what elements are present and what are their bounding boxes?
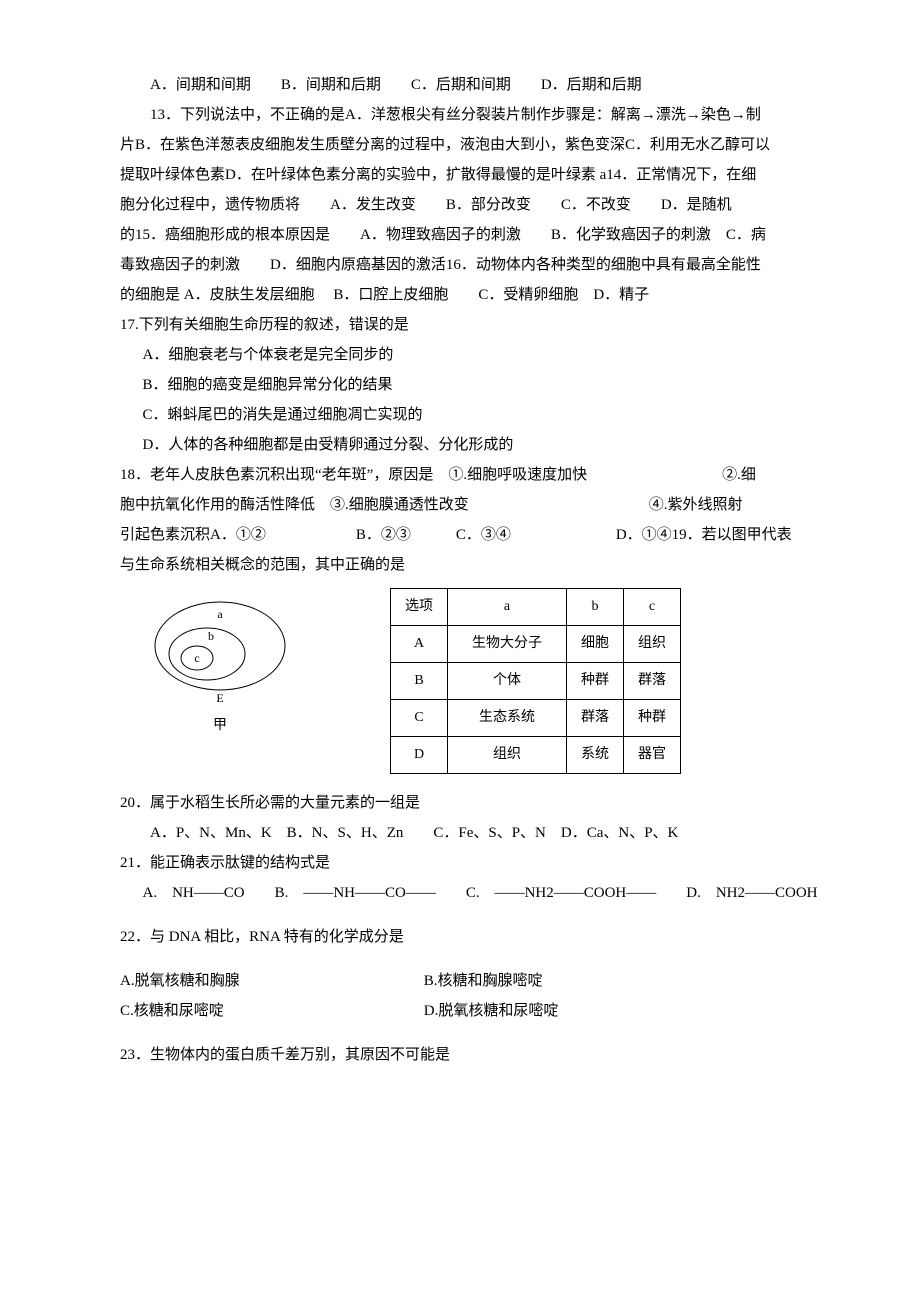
q17-opt-a: A．细胞衰老与个体衰老是完全同步的 [120,340,830,370]
oval-label-e: E [216,691,223,705]
q17-opt-b: B．细胞的癌变是细胞异常分化的结果 [120,370,830,400]
q21-stem: 21．能正确表示肽键的结构式是 [120,848,830,878]
th-2: b [567,589,624,626]
table-row: B 个体 种群 群落 [391,663,681,700]
th-1: a [448,589,567,626]
q23-stem: 23．生物体内的蛋白质千差万别，其原因不可能是 [120,1040,830,1070]
oval-caption: 甲 [120,712,320,740]
q22-row-ab: A.脱氧核糖和胸腺 B.核糖和胸腺嘧啶 [120,966,830,996]
q22-opt-c: C.核糖和尿嘧啶 [120,996,420,1026]
th-0: 选项 [391,589,448,626]
oval-svg: a b c E [145,596,295,706]
q13-line-g: 的细胞是 A．皮肤生发层细胞 B．口腔上皮细胞 C．受精卵细胞 D．精子 [120,280,830,310]
table-row: D 组织 系统 器官 [391,737,681,774]
q20-stem: 20．属于水稻生长所必需的大量元素的一组是 [120,788,830,818]
oval-label-b: b [208,629,214,643]
q18-line-4: 与生命系统相关概念的范围，其中正确的是 [120,550,830,580]
oval-label-a: a [217,607,223,621]
q22-opt-b: B.核糖和胸腺嘧啶 [424,973,543,989]
table-row: C 生态系统 群落 种群 [391,700,681,737]
q13-line-e: 的15．癌细胞形成的根本原因是 A．物理致癌因子的刺激 B．化学致癌因子的刺激 … [120,220,830,250]
q17-stem: 17.下列有关细胞生命历程的叙述，错误的是 [120,310,830,340]
q13-line-a: 13．下列说法中，不正确的是A．洋葱根尖有丝分裂装片制作步骤是：解离→漂洗→染色… [120,100,830,130]
q19-table: 选项 a b c A 生物大分子 细胞 组织 B 个体 种群 群落 C 生态系统… [390,588,681,774]
th-3: c [624,589,681,626]
q18-line-3: 引起色素沉积A．①② B．②③ C．③④ D．①④19．若以图甲代表 [120,520,830,550]
q13-line-b: 片B．在紫色洋葱表皮细胞发生质壁分离的过程中，液泡由大到小，紫色变深C．利用无水… [120,130,830,160]
q13-line-d: 胞分化过程中，遗传物质将 A．发生改变 B．部分改变 C．不改变 D．是随机 [120,190,830,220]
q12-options: A．间期和间期 B．间期和后期 C．后期和间期 D．后期和后期 [120,70,830,100]
q17-opt-d: D．人体的各种细胞都是由受精卵通过分裂、分化形成的 [120,430,830,460]
q20-opts: A．P、N、Mn、K B．N、S、H、Zn C．Fe、S、P、N D．Ca、N、… [120,818,830,848]
q22-opt-a: A.脱氧核糖和胸腺 [120,966,420,996]
q22-row-cd: C.核糖和尿嘧啶 D.脱氧核糖和尿嘧啶 [120,996,830,1026]
q13-line-f: 毒致癌因子的刺激 D．细胞内原癌基因的激活16．动物体内各种类型的细胞中具有最高… [120,250,830,280]
q17-opt-c: C．蝌蚪尾巴的消失是通过细胞凋亡实现的 [120,400,830,430]
oval-label-c: c [194,651,199,665]
q21-opts: A. NH——CO B. ——NH——CO—— C. ——NH2——COOH——… [120,878,830,908]
table-row: A 生物大分子 细胞 组织 [391,626,681,663]
q18-line-1: 18．老年人皮肤色素沉积出现“老年斑”，原因是 ①.细胞呼吸速度加快 ②.细 [120,460,830,490]
q19-figure-row: a b c E 甲 选项 a b c A 生物大分子 细胞 组织 B 个体 种群… [120,588,830,774]
q22-opt-d: D.脱氧核糖和尿嘧啶 [424,1003,559,1019]
table-row: 选项 a b c [391,589,681,626]
oval-diagram: a b c E 甲 [120,596,320,740]
q18-line-2: 胞中抗氧化作用的酶活性降低 ③.细胞膜通透性改变 ④.紫外线照射 [120,490,830,520]
q13-line-c: 提取叶绿体色素D．在叶绿体色素分离的实验中，扩散得最慢的是叶绿素 a14．正常情… [120,160,830,190]
q22-stem: 22．与 DNA 相比，RNA 特有的化学成分是 [120,922,830,952]
